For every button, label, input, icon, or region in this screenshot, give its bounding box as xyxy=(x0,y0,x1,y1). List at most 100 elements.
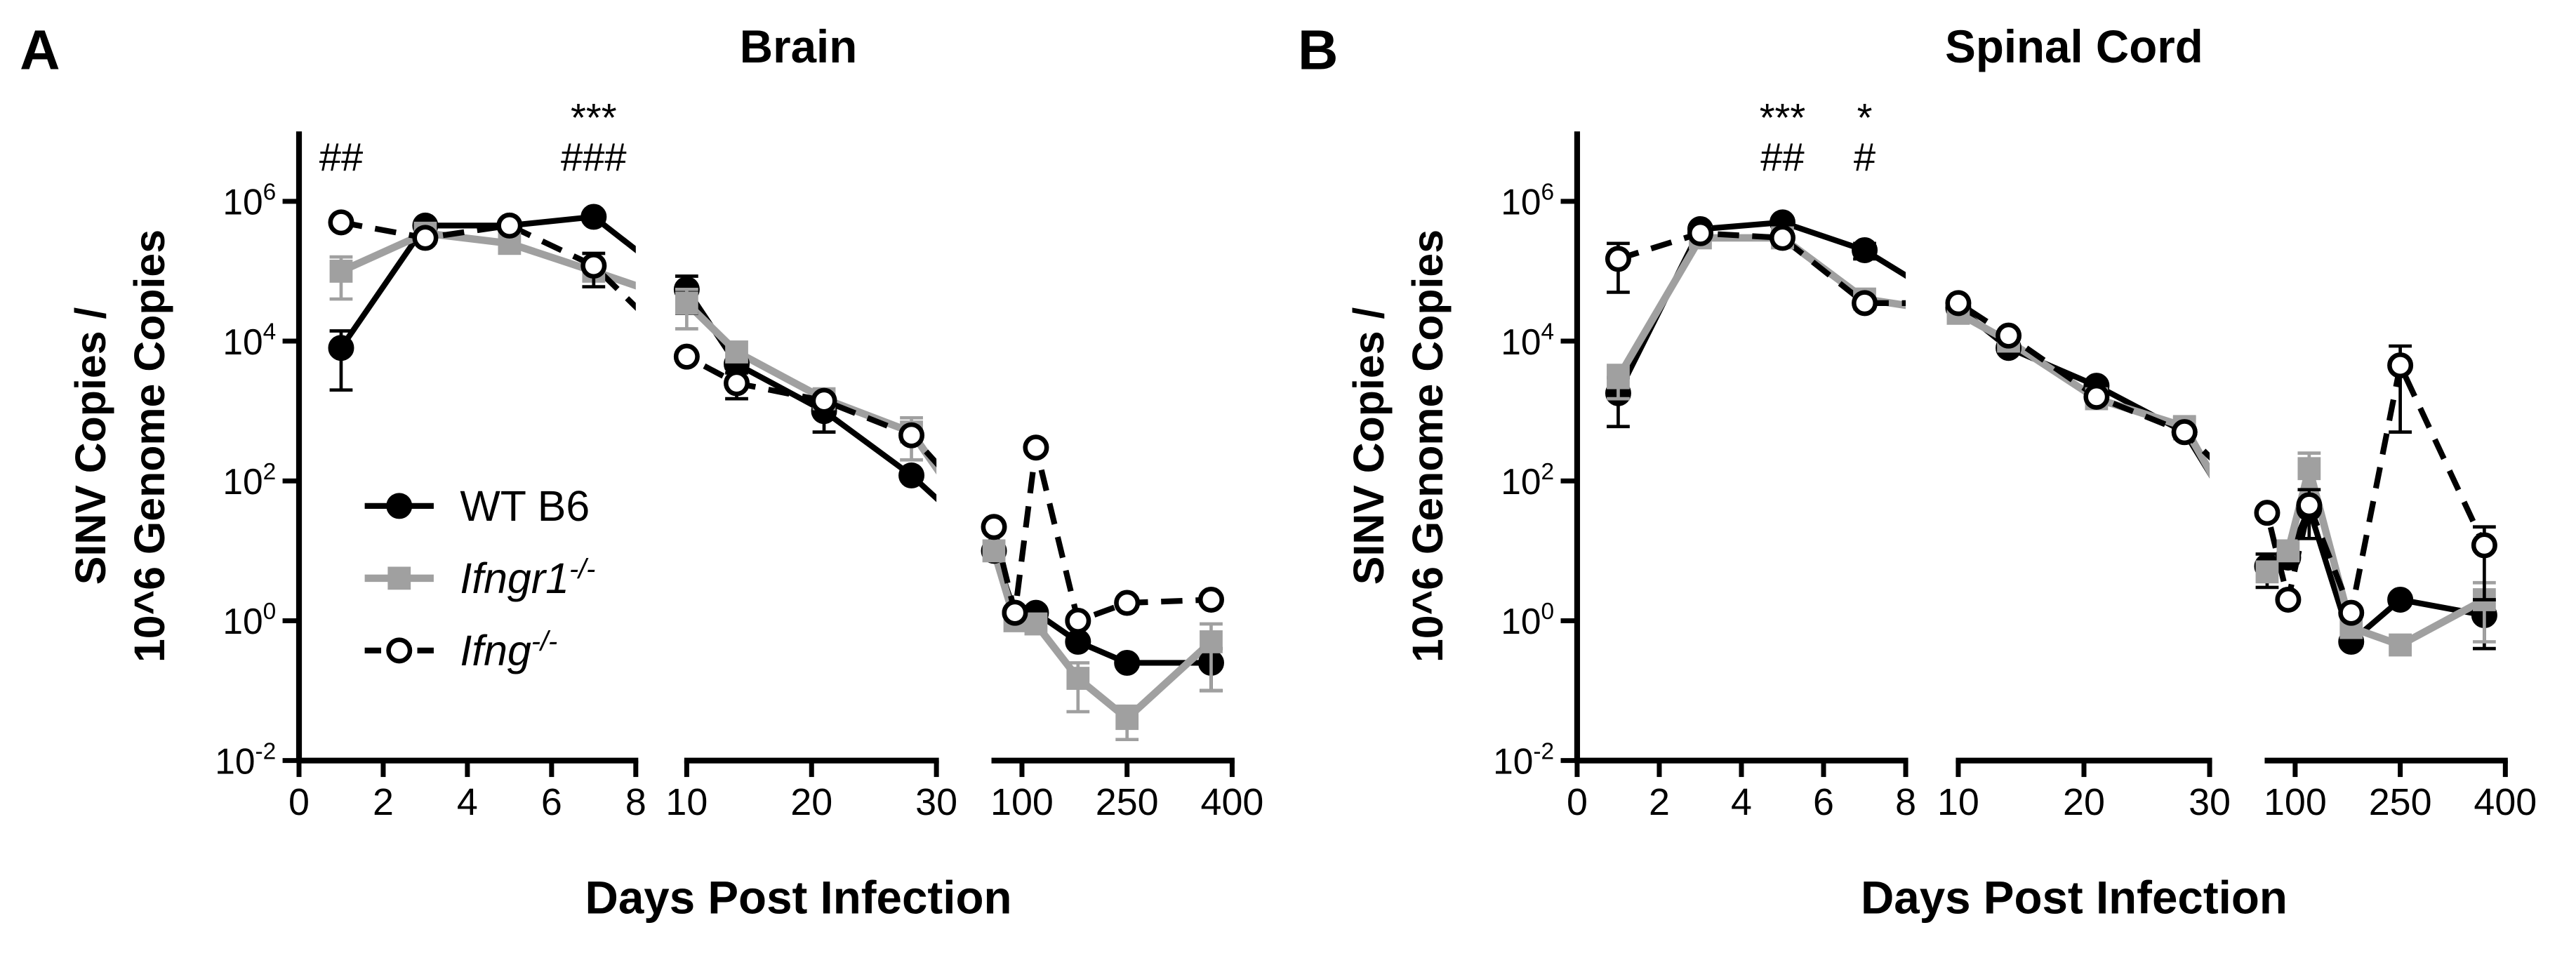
marker xyxy=(496,212,523,239)
marker xyxy=(1945,290,1972,317)
marker xyxy=(1770,225,1795,251)
marker xyxy=(2389,633,2412,657)
marker xyxy=(982,539,1006,563)
marker xyxy=(673,343,700,370)
y-tick-label: 104 xyxy=(223,319,276,362)
marker xyxy=(898,462,925,488)
marker xyxy=(2471,532,2497,559)
x-tick-label: 30 xyxy=(915,781,957,823)
marker xyxy=(981,514,1007,540)
x-tick-label: 400 xyxy=(2474,781,2537,823)
marker xyxy=(2297,457,2321,481)
annotation: ## xyxy=(1760,135,1804,179)
marker xyxy=(724,370,750,397)
marker xyxy=(675,291,698,315)
x-tick-label: 0 xyxy=(288,781,310,823)
marker xyxy=(1115,707,1139,731)
y-tick-label: 100 xyxy=(1501,599,1554,641)
marker xyxy=(725,340,748,364)
marker xyxy=(1607,366,1630,390)
marker xyxy=(1002,599,1028,626)
legend-marker xyxy=(386,637,413,664)
marker xyxy=(328,209,354,236)
x-tick-label: 10 xyxy=(665,781,708,823)
x-tick-label: 6 xyxy=(1813,781,1834,823)
y-axis-label: 10^6 Genome Copies xyxy=(1404,229,1452,663)
marker xyxy=(2083,383,2110,410)
annotation: ## xyxy=(319,135,363,179)
marker xyxy=(2254,500,2280,526)
x-tick-label: 10 xyxy=(1937,781,1979,823)
legend-label: WT B6 xyxy=(460,482,590,530)
marker xyxy=(2276,539,2300,563)
x-tick-label: 4 xyxy=(1731,781,1752,823)
annotation: *** xyxy=(571,95,617,140)
annotation: * xyxy=(1857,95,1873,140)
x-tick-label: 2 xyxy=(1649,781,1670,823)
x-tick-label: 100 xyxy=(990,781,1054,823)
x-tick-label: 100 xyxy=(2264,781,2327,823)
x-tick-label: 2 xyxy=(373,781,394,823)
marker xyxy=(1114,590,1141,616)
marker xyxy=(2275,586,2302,613)
x-tick-label: 8 xyxy=(1895,781,1916,823)
x-tick-label: 250 xyxy=(2369,781,2432,823)
chart-title: Brain xyxy=(740,21,857,72)
marker xyxy=(1114,649,1141,676)
annotation: *** xyxy=(1760,95,1806,140)
x-tick-label: 400 xyxy=(1201,781,1264,823)
marker xyxy=(2255,560,2279,584)
marker xyxy=(1687,220,1713,246)
series-line xyxy=(340,219,1211,624)
marker xyxy=(2387,352,2414,379)
marker xyxy=(2171,419,2198,446)
x-tick-label: 4 xyxy=(457,781,478,823)
marker xyxy=(1197,586,1224,613)
series-lines xyxy=(1614,219,2488,649)
marker xyxy=(1852,237,1878,263)
x-tick-label: 20 xyxy=(790,781,832,823)
series-line xyxy=(1617,230,2488,616)
x-tick-label: 250 xyxy=(1096,781,1159,823)
x-tick-label: 30 xyxy=(2189,781,2231,823)
marker xyxy=(580,253,607,279)
marker xyxy=(580,204,607,230)
y-tick-label: 104 xyxy=(1501,319,1554,362)
marker xyxy=(898,422,925,448)
legend-label: Ifngr1-/- xyxy=(460,554,595,602)
marker xyxy=(1065,628,1091,655)
panel-label: A xyxy=(20,18,60,81)
marker xyxy=(1852,290,1878,317)
y-tick-label: 106 xyxy=(223,180,276,222)
chart-title: Spinal Cord xyxy=(1945,21,2203,72)
legend-marker xyxy=(386,493,413,519)
marker xyxy=(1023,434,1049,461)
x-axis-label: Days Post Infection xyxy=(1861,872,2288,923)
marker xyxy=(1996,322,2022,349)
series-line xyxy=(1615,219,2485,645)
x-tick-label: 6 xyxy=(541,781,562,823)
marker xyxy=(328,335,354,361)
marker xyxy=(2296,492,2323,519)
x-tick-label: 0 xyxy=(1567,781,1588,823)
y-tick-label: 100 xyxy=(223,599,276,641)
annotation: ### xyxy=(561,135,627,179)
y-tick-label: 102 xyxy=(1501,459,1554,502)
y-tick-label: 106 xyxy=(1501,180,1554,222)
y-axis-label: SINV Copies / xyxy=(67,307,114,585)
y-tick-label: 102 xyxy=(223,459,276,502)
x-tick-label: 8 xyxy=(625,781,646,823)
y-tick-label: 10-2 xyxy=(215,738,276,781)
x-axis-label: Days Post Infection xyxy=(585,872,1012,923)
marker xyxy=(1200,630,1223,653)
x-tick-label: 20 xyxy=(2063,781,2105,823)
marker xyxy=(412,225,439,251)
marker xyxy=(329,260,353,283)
marker xyxy=(2338,599,2365,626)
legend-label: Ifng-/- xyxy=(460,626,557,674)
y-axis-label: 10^6 Genome Copies xyxy=(126,229,173,663)
y-tick-label: 10-2 xyxy=(1493,738,1554,781)
marker xyxy=(1066,667,1090,690)
